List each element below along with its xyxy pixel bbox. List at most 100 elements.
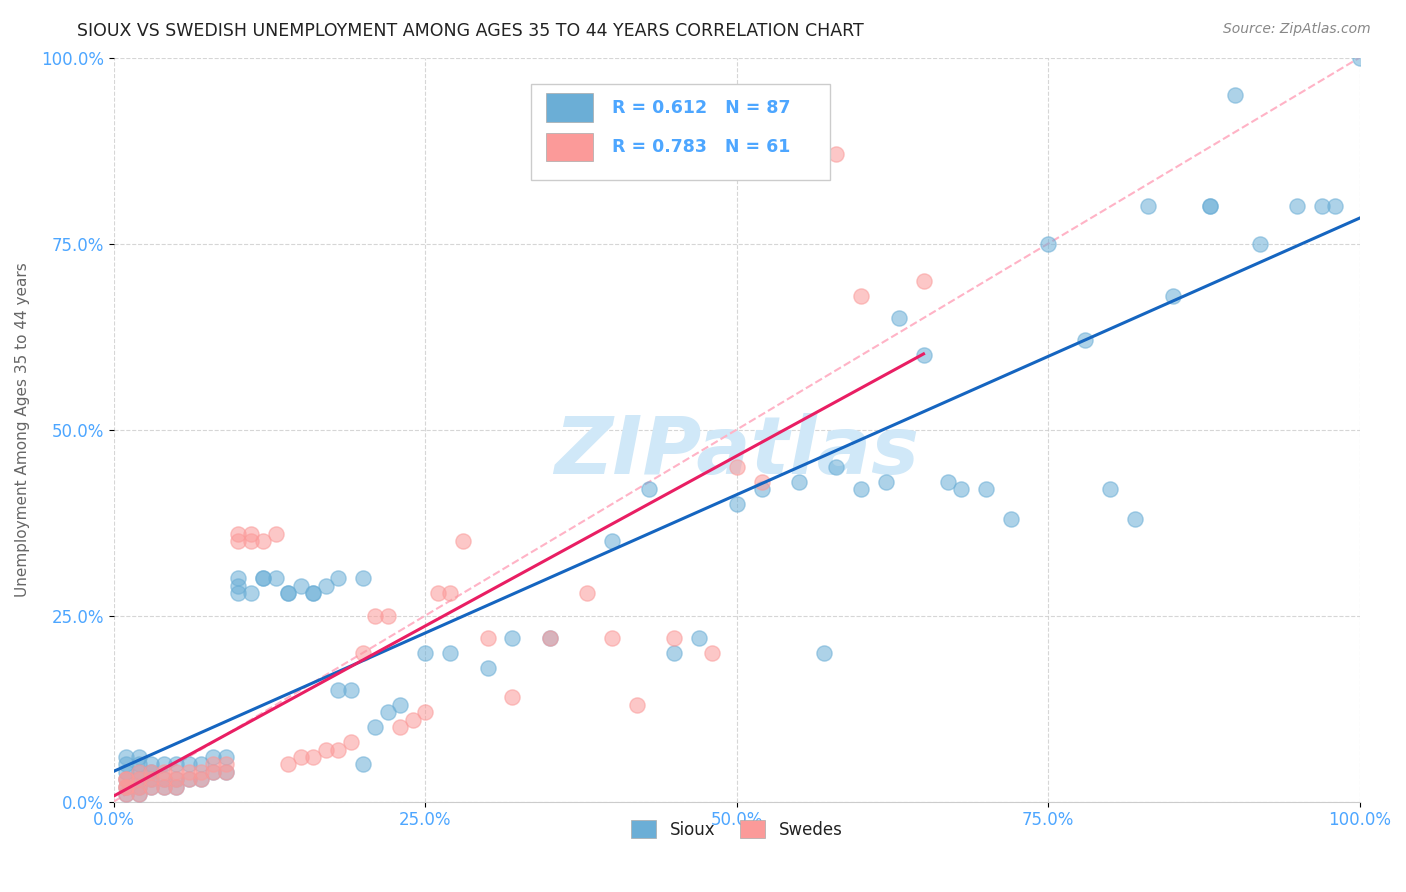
Point — [165, 772, 187, 787]
Point — [339, 735, 361, 749]
Point — [177, 772, 200, 787]
Text: Source: ZipAtlas.com: Source: ZipAtlas.com — [1223, 22, 1371, 37]
Legend: Sioux, Swedes: Sioux, Swedes — [624, 814, 849, 846]
FancyBboxPatch shape — [546, 133, 593, 161]
Point — [177, 764, 200, 779]
Point — [825, 147, 848, 161]
Point — [165, 780, 187, 794]
Point — [1099, 482, 1122, 496]
Point — [239, 586, 262, 600]
Point — [115, 764, 138, 779]
Point — [239, 534, 262, 549]
Point — [1310, 199, 1333, 213]
Point — [302, 586, 325, 600]
Point — [152, 780, 174, 794]
Point — [787, 475, 810, 489]
Point — [277, 586, 299, 600]
Point — [141, 764, 163, 779]
Point — [413, 706, 436, 720]
Point — [1199, 199, 1222, 213]
Point — [202, 750, 225, 764]
Point — [141, 764, 163, 779]
Point — [190, 772, 212, 787]
Point — [974, 482, 997, 496]
Point — [1074, 334, 1097, 348]
Point — [141, 780, 163, 794]
Point — [228, 526, 250, 541]
Y-axis label: Unemployment Among Ages 35 to 44 years: Unemployment Among Ages 35 to 44 years — [15, 262, 30, 597]
Point — [626, 698, 648, 712]
Point — [389, 698, 412, 712]
Point — [202, 764, 225, 779]
Point — [252, 534, 274, 549]
Point — [128, 772, 150, 787]
Point — [688, 631, 710, 645]
Point — [165, 757, 187, 772]
Point — [501, 631, 523, 645]
Point — [364, 720, 387, 734]
Point — [949, 482, 972, 496]
Point — [115, 787, 138, 801]
FancyBboxPatch shape — [546, 94, 593, 121]
Point — [152, 772, 174, 787]
Point — [600, 534, 623, 549]
Point — [326, 571, 349, 585]
Point — [115, 772, 138, 787]
Point — [115, 750, 138, 764]
Point — [252, 571, 274, 585]
Point — [215, 764, 238, 779]
Point — [364, 608, 387, 623]
Point — [177, 772, 200, 787]
Point — [1286, 199, 1309, 213]
Point — [228, 586, 250, 600]
Point — [326, 683, 349, 698]
Point — [165, 780, 187, 794]
Point — [477, 661, 499, 675]
Point — [128, 772, 150, 787]
Point — [128, 780, 150, 794]
Point — [215, 757, 238, 772]
Point — [912, 348, 935, 362]
Point — [352, 757, 374, 772]
Point — [215, 750, 238, 764]
Point — [1323, 199, 1346, 213]
Point — [115, 757, 138, 772]
Point — [1199, 199, 1222, 213]
Point — [315, 742, 337, 756]
Point — [141, 757, 163, 772]
Point — [326, 742, 349, 756]
Point — [152, 772, 174, 787]
Point — [277, 757, 299, 772]
Point — [751, 482, 773, 496]
Point — [451, 534, 474, 549]
Point — [128, 764, 150, 779]
Point — [825, 459, 848, 474]
Point — [228, 571, 250, 585]
Point — [128, 750, 150, 764]
Point — [413, 646, 436, 660]
Point — [664, 646, 686, 660]
Point — [152, 764, 174, 779]
Point — [426, 586, 449, 600]
Point — [851, 482, 873, 496]
Point — [1123, 512, 1146, 526]
Point — [352, 571, 374, 585]
Point — [339, 683, 361, 698]
Point — [875, 475, 897, 489]
Point — [264, 526, 287, 541]
Point — [751, 475, 773, 489]
Point — [638, 482, 661, 496]
Text: SIOUX VS SWEDISH UNEMPLOYMENT AMONG AGES 35 TO 44 YEARS CORRELATION CHART: SIOUX VS SWEDISH UNEMPLOYMENT AMONG AGES… — [77, 22, 865, 40]
Point — [700, 646, 723, 660]
Point — [190, 764, 212, 779]
Point — [202, 757, 225, 772]
Point — [141, 772, 163, 787]
Text: R = 0.612   N = 87: R = 0.612 N = 87 — [612, 98, 790, 117]
FancyBboxPatch shape — [531, 84, 830, 180]
Point — [177, 757, 200, 772]
Point — [152, 757, 174, 772]
Point — [128, 787, 150, 801]
Point — [439, 646, 461, 660]
Text: ZIPatlas: ZIPatlas — [554, 413, 920, 491]
Point — [228, 579, 250, 593]
